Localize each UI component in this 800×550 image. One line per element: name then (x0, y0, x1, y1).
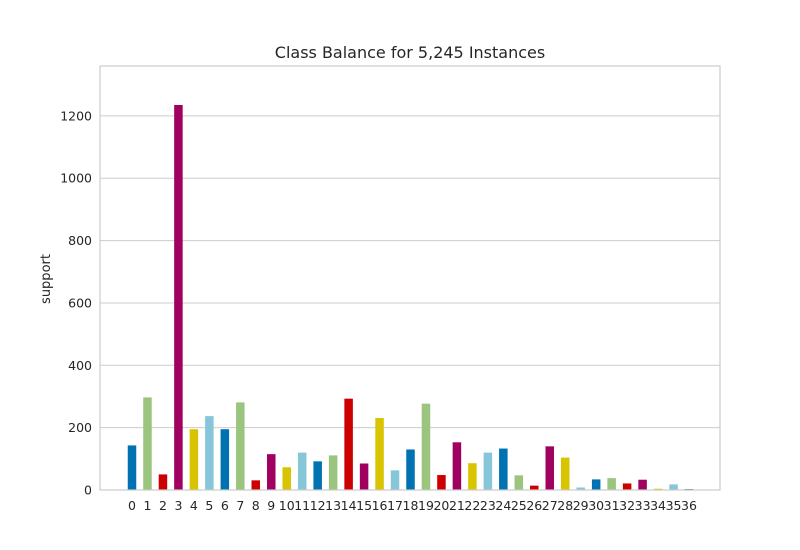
x-tick-label: 17 (387, 498, 403, 513)
x-ticks: 0 1 2 3 4 5 6 7 8 9 10 11 12 13 14 15 16 17 18 19 20 21 22 23 24… (128, 498, 697, 513)
bar-class-8 (251, 480, 261, 490)
x-tick-label: 24 (495, 498, 511, 513)
bar-class-17 (390, 470, 400, 490)
x-tick-label: 16 (372, 498, 388, 513)
y-tick-label: 0 (84, 483, 92, 498)
bar-class-13 (328, 455, 338, 490)
bar-class-3 (174, 104, 183, 490)
x-tick-label: 11 (294, 498, 310, 513)
bar-class-25 (514, 475, 524, 490)
y-tick-label: 200 (68, 420, 92, 435)
bar-class-29 (576, 487, 585, 490)
y-tick-label: 400 (68, 358, 92, 373)
x-tick-label: 14 (341, 498, 357, 513)
x-tick-label: 35 (666, 498, 682, 513)
x-tick-label: 27 (542, 498, 558, 513)
x-tick-label: 30 (588, 498, 604, 513)
x-tick-label: 7 (236, 498, 244, 513)
y-tick-label: 800 (68, 233, 92, 248)
x-tick-label: 13 (325, 498, 341, 513)
x-tick-label: 29 (573, 498, 589, 513)
y-tick-label: 1200 (60, 108, 92, 123)
bar-class-9 (267, 454, 276, 490)
y-axis-label: support (39, 254, 54, 304)
x-tick-label: 23 (480, 498, 496, 513)
bar-class-21 (452, 442, 462, 490)
bar-class-20 (437, 475, 446, 490)
x-tick-label: 19 (418, 498, 434, 513)
bar-class-24 (499, 448, 508, 490)
bar-class-15 (359, 463, 369, 490)
bar-class-26 (530, 485, 539, 490)
bar-class-16 (375, 417, 384, 490)
bar-class-23 (483, 452, 493, 490)
x-tick-label: 0 (128, 498, 136, 513)
bar-class-35 (669, 484, 678, 490)
x-tick-label: 15 (356, 498, 372, 513)
x-tick-label: 25 (511, 498, 527, 513)
bar-class-12 (313, 461, 322, 490)
x-tick-label: 1 (143, 498, 151, 513)
bar-class-30 (591, 479, 601, 490)
bar-class-4 (189, 429, 199, 490)
gridlines (100, 115, 720, 491)
bar-class-31 (607, 478, 616, 490)
bar-class-0 (127, 445, 137, 490)
x-tick-label: 31 (604, 498, 620, 513)
bar-class-14 (344, 398, 353, 490)
chart-title: Class Balance for 5,245 Instances (275, 43, 545, 62)
x-tick-label: 5 (205, 498, 213, 513)
x-tick-label: 28 (557, 498, 573, 513)
x-tick-label: 26 (526, 498, 542, 513)
bar-class-33 (638, 479, 647, 490)
y-tick-label: 1000 (60, 171, 92, 186)
bar-class-19 (421, 403, 431, 490)
x-tick-label: 18 (403, 498, 419, 513)
x-tick-label: 4 (190, 498, 198, 513)
x-tick-label: 8 (252, 498, 260, 513)
bar-class-6 (220, 429, 230, 490)
bar-class-5 (205, 416, 214, 490)
bar-class-18 (406, 449, 415, 490)
x-tick-label: 6 (221, 498, 229, 513)
bar-class-7 (236, 402, 245, 490)
x-tick-label: 36 (681, 498, 697, 513)
bar-class-32 (622, 483, 632, 490)
x-tick-label: 10 (279, 498, 295, 513)
bar-class-28 (560, 457, 570, 490)
x-tick-label: 34 (650, 498, 666, 513)
y-ticks: 0 200 400 600 800 1000 1200 (60, 108, 92, 497)
bar-class-34 (653, 488, 663, 490)
x-tick-label: 9 (267, 498, 275, 513)
x-tick-label: 22 (464, 498, 480, 513)
bar-class-11 (297, 452, 307, 490)
x-tick-label: 21 (449, 498, 465, 513)
x-tick-label: 3 (174, 498, 182, 513)
plot-frame (99, 65, 721, 491)
x-tick-label: 33 (635, 498, 651, 513)
bar-class-2 (158, 474, 168, 490)
bars (127, 104, 694, 490)
bar-class-10 (282, 467, 291, 490)
x-tick-label: 2 (159, 498, 167, 513)
bar-class-27 (545, 446, 555, 490)
bar-class-1 (143, 397, 152, 490)
x-tick-label: 12 (310, 498, 326, 513)
x-tick-label: 32 (619, 498, 635, 513)
x-tick-label: 20 (433, 498, 449, 513)
bar-class-22 (468, 463, 477, 490)
y-tick-label: 600 (68, 295, 92, 310)
